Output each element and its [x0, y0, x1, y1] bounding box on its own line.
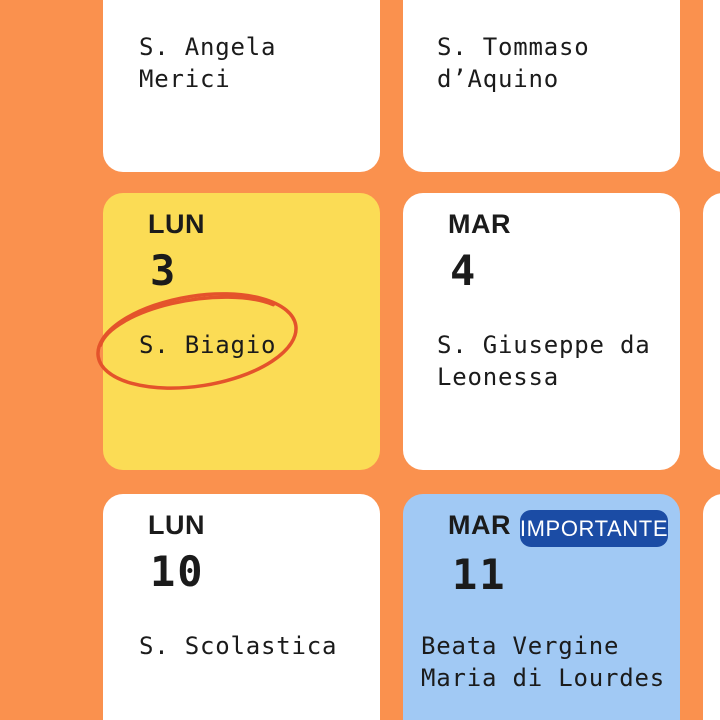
date-number: 3: [150, 246, 178, 295]
day-label: LUN: [148, 209, 205, 239]
date-number: 4: [450, 246, 478, 295]
saint-name: S. Giuseppe da Leonessa: [437, 329, 651, 393]
saint-name-line: S. Giuseppe da: [437, 331, 651, 359]
cell-mar-4-s-giuseppe: MAR 4 S. Giuseppe da Leonessa: [403, 193, 680, 470]
saint-name: Beata Vergine Maria di Lourdes: [421, 630, 665, 694]
saint-name-line: Beata Vergine: [421, 632, 620, 660]
saint-name-line: S. Angela: [139, 33, 277, 61]
day-label: LUN: [148, 510, 205, 540]
cell-lun-3-s-biagio: LUN 3 S. Biagio: [103, 193, 380, 470]
cell-sliver-row3: [703, 494, 720, 720]
cell-mar-11-lourdes: MAR IMPORTANTE 11 Beata Vergine Maria di…: [403, 494, 680, 720]
saint-name-line: Leonessa: [437, 363, 559, 391]
cell-sliver-row2: [703, 193, 720, 470]
saint-name: S. Angela Merici: [139, 31, 276, 95]
saint-name: S. Tommaso d’Aquino: [437, 31, 590, 95]
day-label: MAR: [448, 510, 511, 540]
saint-name-line: S. Biagio: [139, 331, 277, 359]
day-label: MAR: [448, 209, 511, 239]
cell-s-tommaso-daquino: S. Tommaso d’Aquino: [403, 0, 680, 172]
cell-s-angela-merici: S. Angela Merici: [103, 0, 380, 172]
importante-badge: IMPORTANTE: [520, 510, 668, 547]
cell-lun-10-s-scolastica: LUN 10 S. Scolastica: [103, 494, 380, 720]
saint-name-line: S. Tommaso: [437, 33, 590, 61]
saint-name-line: d’Aquino: [437, 65, 559, 93]
saint-name-line: Merici: [139, 65, 231, 93]
saint-name-line: S. Scolastica: [139, 632, 338, 660]
date-number: 10: [150, 547, 205, 596]
saint-name: S. Scolastica: [139, 630, 337, 662]
saint-name: S. Biagio: [139, 329, 276, 361]
cell-sliver-row1: [703, 0, 720, 172]
saint-name-line: Maria di Lourdes: [421, 664, 665, 692]
date-number: 11: [452, 550, 507, 599]
